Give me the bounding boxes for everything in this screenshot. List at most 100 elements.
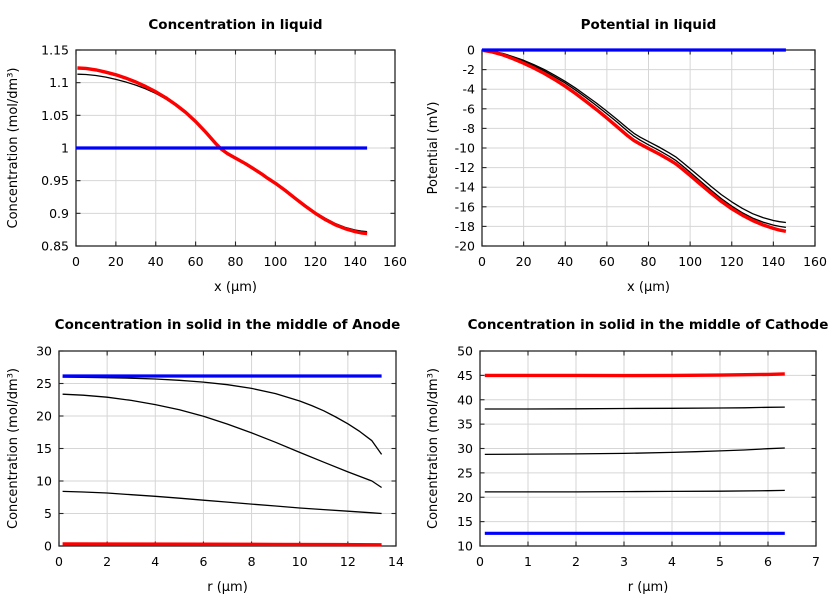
svg-text:-16: -16 [455, 199, 475, 214]
y-tick-labels: 10 15 20 25 30 35 40 45 50 [457, 344, 473, 554]
svg-text:5: 5 [716, 554, 724, 569]
x-tick-labels: 0 20 40 60 80 100 120 140 160 [478, 254, 827, 269]
concentration-in-liquid-red-curve [77, 66, 368, 236]
x-axis-label: x (µm) [627, 280, 670, 295]
svg-text:0.85: 0.85 [41, 239, 69, 254]
svg-text:14: 14 [388, 554, 404, 569]
svg-text:20: 20 [457, 490, 473, 505]
concentration-solid-anode-black-curve-3 [62, 490, 382, 515]
gridlines [482, 50, 815, 246]
svg-text:140: 140 [761, 254, 785, 269]
svg-text:-2: -2 [463, 62, 475, 77]
svg-text:20: 20 [516, 254, 532, 269]
svg-text:5: 5 [44, 506, 52, 521]
y-axis-label: Concentration (mol/dm³) [426, 368, 441, 529]
svg-text:0: 0 [467, 43, 475, 58]
svg-text:-14: -14 [455, 180, 475, 195]
svg-text:40: 40 [557, 254, 573, 269]
concentration-solid-cathode-black-curve-3 [484, 489, 785, 493]
svg-text:10: 10 [457, 539, 473, 554]
svg-text:4: 4 [668, 554, 676, 569]
svg-text:2: 2 [103, 554, 111, 569]
svg-text:100: 100 [263, 254, 287, 269]
y-axis-label: Potential (mV) [426, 102, 441, 195]
chart-title: Concentration in solid in the middle of … [55, 317, 401, 333]
svg-text:-18: -18 [455, 219, 475, 234]
potential-in-liquid-svg: 0 20 40 60 80 100 120 140 160 0 -2 -4 -6 -8 -10 -12 -14 -… [426, 17, 827, 295]
svg-text:40: 40 [457, 392, 473, 407]
svg-text:3: 3 [620, 554, 628, 569]
svg-text:15: 15 [457, 514, 473, 529]
x-axis-label: r (µm) [628, 580, 669, 595]
svg-text:60: 60 [188, 254, 204, 269]
svg-text:8: 8 [248, 554, 256, 569]
svg-text:40: 40 [148, 254, 164, 269]
chart-title: Concentration in solid in the middle of … [468, 317, 829, 333]
svg-text:50: 50 [457, 344, 473, 359]
svg-text:1.15: 1.15 [41, 43, 69, 58]
potential-in-liquid-black-curve-upper [483, 49, 786, 224]
svg-text:6: 6 [199, 554, 207, 569]
svg-text:120: 120 [303, 254, 327, 269]
x-tick-labels: 0 20 40 60 80 100 120 140 160 [72, 254, 407, 269]
concentration-solid-cathode-black-curve-1 [484, 406, 785, 410]
svg-text:160: 160 [383, 254, 407, 269]
svg-text:25: 25 [457, 465, 473, 480]
svg-text:160: 160 [803, 254, 827, 269]
svg-text:15: 15 [36, 441, 52, 456]
svg-text:20: 20 [108, 254, 124, 269]
svg-text:140: 140 [343, 254, 367, 269]
concentration-solid-anode-black-curve-1 [62, 376, 383, 455]
y-tick-labels: 0 -2 -4 -6 -8 -10 -12 -14 -16 -18 -20 [455, 43, 475, 254]
x-tick-labels: 0 1 2 3 4 5 6 7 [476, 554, 820, 569]
chart-concentration-solid-cathode: 0 1 2 3 4 5 6 7 10 15 20 25 30 35 40 45 50 Concentration … [420, 300, 840, 600]
x-axis-label: r (µm) [207, 580, 248, 595]
y-tick-labels: 0.85 0.9 0.95 1 1.05 1.1 1.15 [41, 43, 69, 254]
svg-text:30: 30 [457, 441, 473, 456]
concentration-solid-anode-black-curve-2 [62, 393, 382, 489]
svg-text:-10: -10 [455, 141, 475, 156]
concentration-in-liquid-svg: 0 20 40 60 80 100 120 140 160 0.85 0.9 0.95 1 1.05 1.1… [6, 17, 407, 295]
svg-text:-20: -20 [455, 239, 475, 254]
svg-text:80: 80 [641, 254, 657, 269]
svg-text:2: 2 [572, 554, 580, 569]
svg-text:60: 60 [599, 254, 615, 269]
tick-marks [479, 350, 817, 547]
svg-text:0: 0 [476, 554, 484, 569]
gridlines [59, 351, 396, 546]
concentration-in-liquid-black-curve [77, 73, 368, 233]
x-tick-labels: 0 2 4 6 8 10 12 14 [55, 554, 404, 569]
svg-text:6: 6 [764, 554, 772, 569]
svg-text:-12: -12 [455, 160, 475, 175]
svg-text:4: 4 [151, 554, 159, 569]
svg-text:1: 1 [61, 141, 69, 156]
concentration-solid-cathode-svg: 0 1 2 3 4 5 6 7101520253035404550Concentration … [426, 317, 829, 595]
svg-text:1.1: 1.1 [49, 75, 69, 90]
chart-title: Potential in liquid [581, 17, 717, 33]
svg-text:1: 1 [524, 554, 532, 569]
svg-text:12: 12 [340, 554, 356, 569]
y-tick-labels: 0 5 10 15 20 25 30 [36, 344, 52, 554]
chart-concentration-solid-anode: 0 2 4 6 8 10 12 14 0 5 10 15 20 25 30 Concentration in … [0, 300, 420, 600]
svg-text:80: 80 [228, 254, 244, 269]
svg-text:30: 30 [36, 344, 52, 359]
svg-text:1.05: 1.05 [41, 108, 69, 123]
svg-text:0: 0 [55, 554, 63, 569]
svg-text:-8: -8 [463, 121, 476, 136]
svg-text:100: 100 [678, 254, 702, 269]
y-axis-label: Concentration (mol/dm³) [6, 68, 21, 229]
svg-text:-6: -6 [463, 101, 476, 116]
svg-text:0: 0 [72, 254, 80, 269]
svg-text:35: 35 [457, 417, 473, 432]
chart-title: Concentration in liquid [148, 17, 322, 33]
svg-text:0: 0 [44, 539, 52, 554]
chart-potential-in-liquid: 0 20 40 60 80 100 120 140 160 0 -2 -4 -6 -8 -10 -12 -14 -… [420, 0, 840, 300]
svg-text:45: 45 [457, 368, 473, 383]
concentration-solid-cathode-black-curve-2 [484, 447, 785, 456]
chart-concentration-in-liquid: 0 20 40 60 80 100 120 140 160 0.85 0.9 0.95 1 1.05 1.1… [0, 0, 420, 300]
concentration-solid-cathode-red-line [484, 372, 785, 378]
svg-text:-4: -4 [463, 82, 476, 97]
svg-text:120: 120 [720, 254, 744, 269]
